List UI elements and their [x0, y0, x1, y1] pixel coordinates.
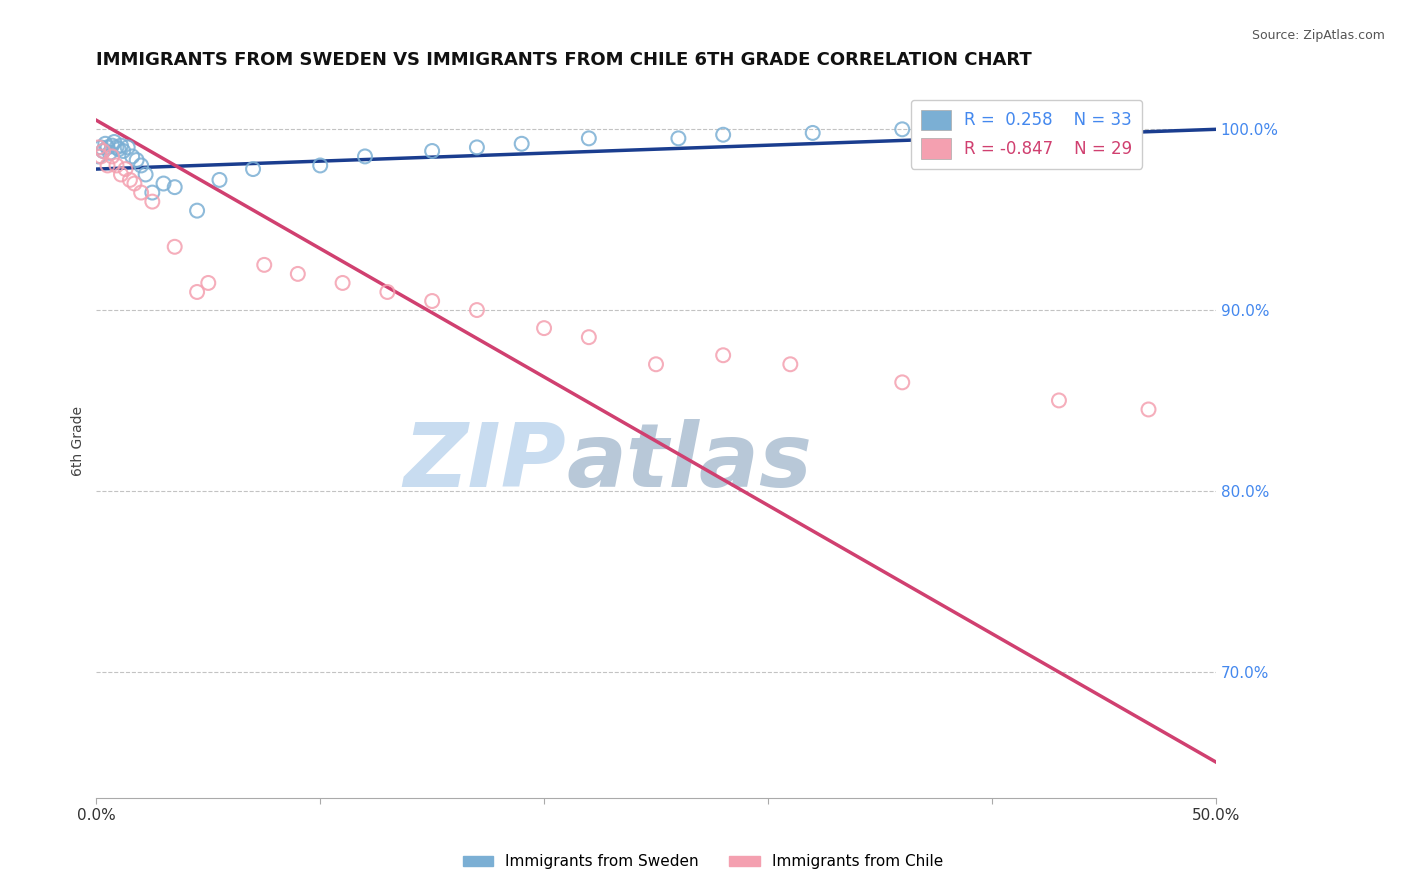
Point — [163, 240, 186, 254]
Point — [152, 177, 174, 191]
Point — [94, 136, 117, 151]
Point — [103, 135, 125, 149]
Point — [121, 149, 143, 163]
Point — [465, 303, 488, 318]
Point — [891, 122, 914, 136]
Point — [420, 144, 443, 158]
Point — [208, 173, 231, 187]
Point — [114, 162, 136, 177]
Point — [129, 186, 152, 200]
Point — [420, 293, 443, 308]
Point — [578, 330, 600, 344]
Point — [98, 145, 121, 160]
Point — [96, 140, 118, 154]
Point — [779, 357, 801, 371]
Point — [112, 144, 135, 158]
Legend: Immigrants from Sweden, Immigrants from Chile: Immigrants from Sweden, Immigrants from … — [457, 848, 949, 875]
Point — [129, 158, 152, 172]
Point — [711, 348, 734, 362]
Text: Source: ZipAtlas.com: Source: ZipAtlas.com — [1251, 29, 1385, 42]
Text: IMMIGRANTS FROM SWEDEN VS IMMIGRANTS FROM CHILE 6TH GRADE CORRELATION CHART: IMMIGRANTS FROM SWEDEN VS IMMIGRANTS FRO… — [97, 51, 1032, 69]
Point — [287, 267, 309, 281]
Legend: R =  0.258    N = 33, R = -0.847    N = 29: R = 0.258 N = 33, R = -0.847 N = 29 — [911, 100, 1142, 169]
Point — [354, 149, 377, 163]
Text: atlas: atlas — [567, 419, 813, 506]
Point — [90, 149, 112, 163]
Point — [107, 142, 129, 156]
Point — [578, 131, 600, 145]
Point — [1047, 393, 1070, 408]
Point — [332, 276, 354, 290]
Point — [135, 168, 157, 182]
Point — [891, 376, 914, 390]
Point — [105, 140, 128, 154]
Point — [510, 136, 533, 151]
Point — [117, 140, 139, 154]
Point — [711, 128, 734, 142]
Point — [96, 158, 118, 172]
Point — [465, 140, 488, 154]
Point — [253, 258, 276, 272]
Point — [533, 321, 555, 335]
Point — [1137, 402, 1160, 417]
Point — [124, 177, 146, 191]
Point — [87, 149, 110, 163]
Point — [163, 180, 186, 194]
Point — [666, 131, 689, 145]
Point — [91, 144, 114, 158]
Point — [101, 138, 124, 153]
Point — [141, 194, 163, 209]
Point — [87, 140, 110, 154]
Point — [801, 126, 824, 140]
Point — [309, 158, 332, 172]
Point — [186, 285, 208, 299]
Point — [118, 173, 141, 187]
Text: ZIP: ZIP — [404, 419, 567, 506]
Point — [91, 144, 114, 158]
Point — [186, 203, 208, 218]
Point — [197, 276, 219, 290]
Point — [110, 138, 132, 153]
Point — [141, 186, 163, 200]
Point — [377, 285, 399, 299]
Point — [110, 168, 132, 182]
Point — [125, 153, 148, 167]
Point — [90, 140, 112, 154]
Point — [101, 149, 124, 163]
Point — [645, 357, 668, 371]
Point — [105, 158, 128, 172]
Point — [242, 162, 264, 177]
Y-axis label: 6th Grade: 6th Grade — [72, 406, 86, 476]
